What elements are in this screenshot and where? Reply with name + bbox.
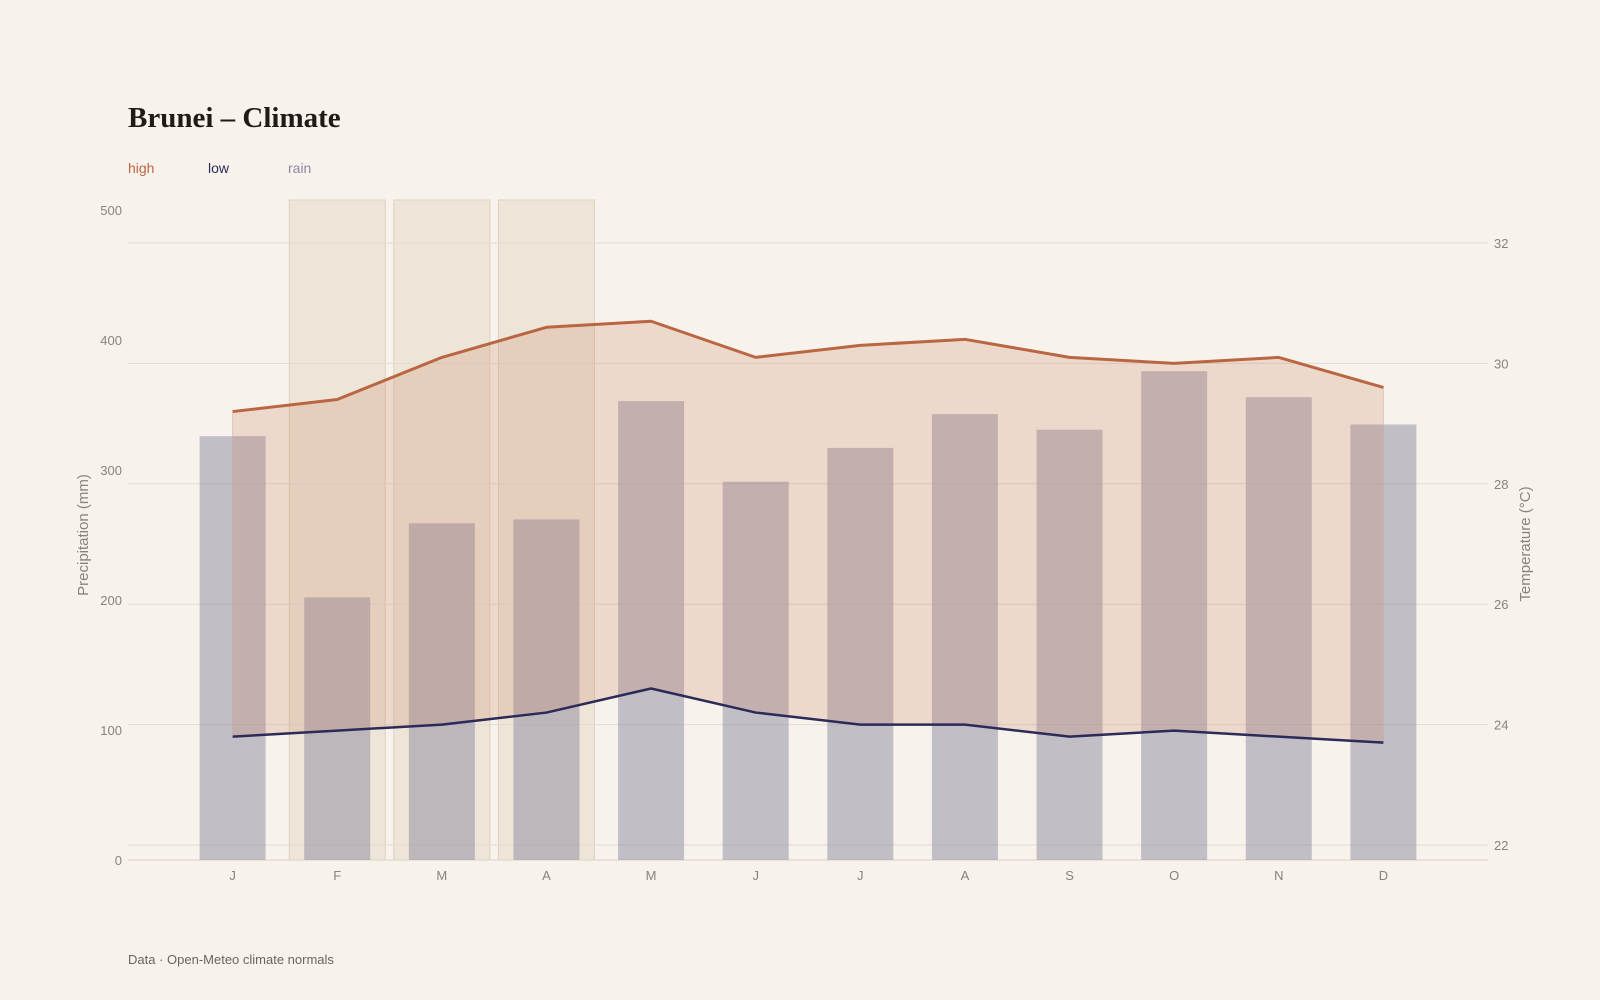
- x-tick-label: S: [1065, 868, 1074, 883]
- y-left-tick-label: 300: [100, 463, 122, 478]
- y-right-tick-label: 24: [1494, 718, 1508, 733]
- x-tick-label: J: [752, 868, 759, 883]
- x-tick-label: D: [1379, 868, 1388, 883]
- low-line: [232, 687, 1384, 744]
- y-right-tick-label: 26: [1494, 597, 1508, 612]
- y-left-tick-label: 100: [100, 723, 122, 738]
- y-right-tick-label: 22: [1494, 838, 1508, 853]
- legend-high: high: [128, 160, 155, 176]
- rain-bar: [1245, 397, 1312, 860]
- y-right-tick-label: 28: [1494, 477, 1508, 492]
- chart-title: Brunei – Climate: [128, 102, 341, 134]
- rain-bar: [408, 523, 475, 860]
- x-tick-label: N: [1274, 868, 1283, 883]
- y-right-tick-label: 32: [1494, 236, 1508, 251]
- y-right-axis-title: Temperature (°C): [1517, 486, 1534, 601]
- x-tick-label: M: [646, 868, 657, 883]
- y-left-tick-label: 500: [100, 203, 122, 218]
- y-right-tick-label: 30: [1494, 356, 1508, 371]
- legend-low: low: [208, 160, 230, 176]
- y-left-tick-label: 200: [100, 593, 122, 608]
- x-tick-label: J: [857, 868, 864, 883]
- x-tick-label: A: [961, 868, 970, 883]
- rain-bar: [513, 519, 580, 860]
- x-tick-label: M: [436, 868, 447, 883]
- rain-bar: [931, 414, 998, 860]
- x-tick-label: F: [333, 868, 341, 883]
- footer-source: Data · Open-Meteo climate normals: [128, 952, 334, 967]
- high-line: [232, 319, 1384, 414]
- y-left-tick-label: 0: [115, 853, 122, 868]
- x-tick-label: O: [1169, 868, 1179, 883]
- x-tick-label: A: [542, 868, 551, 883]
- x-tick-label: J: [229, 868, 236, 883]
- legend-rain: rain: [288, 160, 312, 176]
- rain-bar: [827, 447, 894, 860]
- y-left-tick-label: 400: [100, 333, 122, 348]
- rain-bar: [722, 481, 789, 860]
- rain-bar: [1141, 371, 1208, 860]
- temperature-band: [232, 320, 1384, 744]
- rain-bar: [1036, 429, 1103, 860]
- y-left-axis-title: Precipitation (mm): [75, 474, 92, 596]
- rain-bar: [618, 401, 685, 860]
